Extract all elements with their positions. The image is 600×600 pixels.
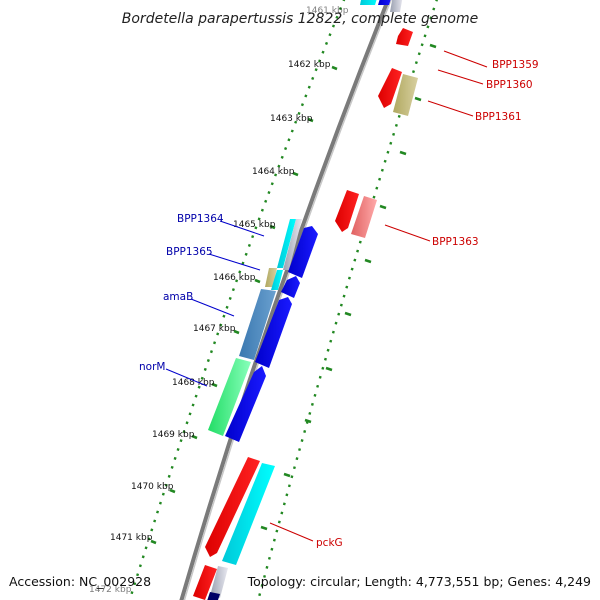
label-leaders bbox=[165, 50, 488, 542]
feature-red-arrow bbox=[335, 190, 359, 232]
gene-label-pckg[interactable]: pckG bbox=[316, 537, 343, 549]
tick-label: 1466 kbp bbox=[213, 273, 256, 283]
feature-red-arrow bbox=[193, 565, 217, 600]
gene-label-bpp1364[interactable]: BPP1364 bbox=[177, 213, 224, 225]
gene-label-norm[interactable]: norM bbox=[139, 361, 165, 373]
feature-blue-arrow bbox=[255, 297, 292, 368]
feature-bpp1361 bbox=[393, 74, 418, 116]
gene-label-bpp1361[interactable]: BPP1361 bbox=[475, 111, 522, 123]
tick-label: 1464 kbp bbox=[252, 167, 295, 177]
feature-silver bbox=[283, 219, 302, 270]
feature-bpp1360 bbox=[378, 68, 402, 108]
tick-label: 1465 kbp bbox=[233, 220, 276, 230]
feature-track-reverse bbox=[193, 28, 418, 600]
genome-backbone bbox=[179, 0, 391, 600]
feature-silver bbox=[390, 0, 403, 12]
feature-amab bbox=[239, 289, 276, 360]
feature-cyan bbox=[271, 270, 283, 290]
tick-ring-left bbox=[128, 0, 346, 600]
feature-bpp1364 bbox=[277, 219, 296, 268]
feature-bpp1363 bbox=[351, 196, 377, 238]
feature-blue-arrow bbox=[281, 276, 300, 298]
gene-label-bpp1360[interactable]: BPP1360 bbox=[486, 79, 533, 91]
feature-blue-arrow bbox=[225, 366, 266, 442]
gene-label-bpp1365[interactable]: BPP1365 bbox=[166, 246, 213, 258]
feature-norm bbox=[208, 358, 251, 436]
gene-label-amab[interactable]: amaB bbox=[163, 291, 193, 303]
tick-label: 1467 kbp bbox=[193, 324, 236, 334]
tick-label: 1463 kbp bbox=[270, 114, 313, 124]
tick-label: 1471 kbp bbox=[110, 533, 153, 543]
tick-label: 1462 kbp bbox=[288, 60, 331, 70]
feature-blue bbox=[378, 0, 391, 5]
accession-text: Accession: NC_002928 bbox=[9, 574, 151, 589]
feature-silver bbox=[210, 566, 228, 598]
gene-label-bpp1363[interactable]: BPP1363 bbox=[432, 236, 479, 248]
tick-label: 1468 kbp bbox=[172, 378, 215, 388]
tick-labels: 1461 kbp 1462 kbp 1463 kbp 1464 kbp 1465… bbox=[89, 6, 349, 595]
gene-labels: BPP1364 BPP1365 amaB norM BPP1359 BPP136… bbox=[139, 59, 539, 549]
tick-label: 1470 kbp bbox=[131, 482, 174, 492]
feature-blue bbox=[207, 592, 220, 600]
feature-cyan bbox=[360, 0, 377, 5]
map-title: Bordetella parapertussis 12822, complete… bbox=[122, 11, 478, 27]
topology-text: Topology: circular; Length: 4,773,551 bp… bbox=[247, 574, 591, 589]
tick-marks bbox=[150, 43, 437, 545]
tick-label: 1472 kbp bbox=[89, 585, 132, 595]
tick-label: 1461 kbp bbox=[306, 6, 349, 16]
gene-label-bpp1359[interactable]: BPP1359 bbox=[492, 59, 539, 71]
feature-pckg bbox=[205, 457, 260, 557]
feature-bpp1359 bbox=[396, 28, 413, 46]
feature-track-forward bbox=[207, 0, 403, 600]
feature-blue-arrow bbox=[288, 226, 318, 278]
tick-label: 1469 kbp bbox=[152, 430, 195, 440]
feature-cyan bbox=[222, 463, 275, 565]
